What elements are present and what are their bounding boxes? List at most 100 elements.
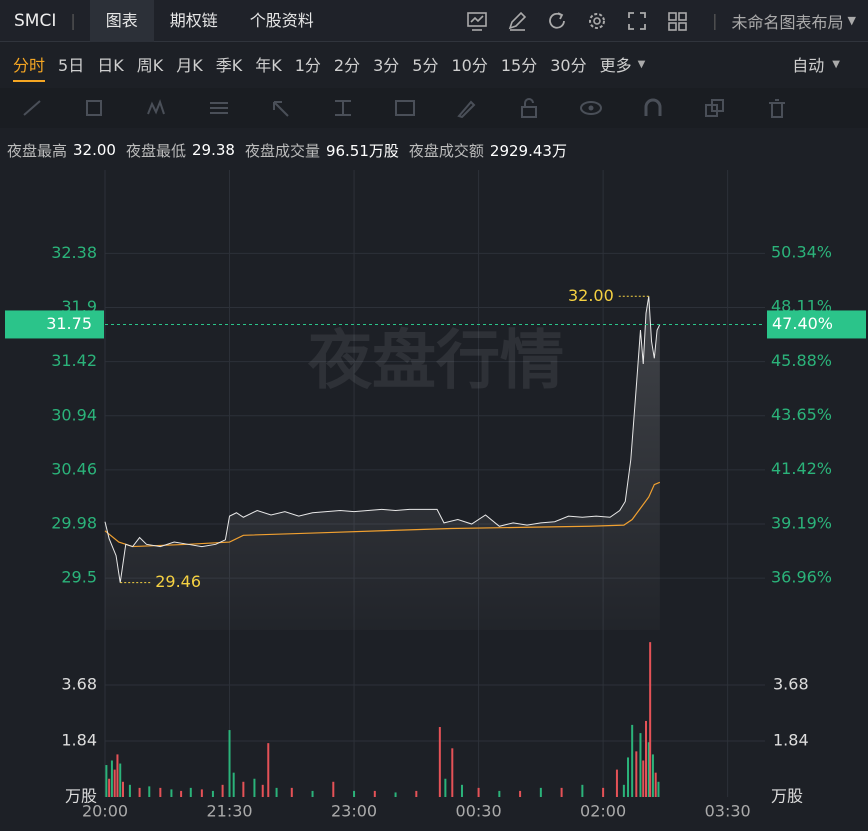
info-value: 32.00 — [73, 141, 116, 159]
tool-arrow[interactable] — [270, 98, 298, 118]
separator: | — [712, 11, 718, 30]
volume-bar — [622, 784, 625, 797]
x-tick-label: 03:30 — [705, 802, 751, 821]
y-tick-label: 30.46 — [51, 459, 97, 478]
info-label: 夜盘成交量 — [244, 141, 320, 160]
icon-indicator[interactable] — [466, 10, 488, 32]
volume-bar — [116, 754, 119, 797]
y-tick-label: 31.42 — [51, 351, 97, 370]
volume-bar — [647, 742, 650, 797]
tabs: 图表 期权链 个股资料 — [89, 0, 330, 42]
extreme-label: 32.00 — [568, 286, 614, 305]
volume-bar — [200, 789, 203, 797]
tool-layers[interactable] — [704, 98, 732, 118]
tool-lock[interactable] — [518, 98, 546, 118]
volume-bar — [373, 790, 376, 797]
period-tab[interactable]: 季K — [215, 56, 243, 75]
volume-bar — [108, 778, 111, 797]
icon-refresh[interactable] — [546, 10, 568, 32]
icon-settings[interactable] — [586, 10, 608, 32]
period-tab[interactable]: 2分 — [333, 56, 361, 75]
period-tab[interactable]: 年K — [255, 56, 282, 75]
tool-fib[interactable] — [208, 98, 236, 118]
volume-bar — [253, 778, 256, 797]
tool-delete[interactable] — [766, 98, 794, 118]
volume-bar — [654, 772, 657, 797]
period-tab[interactable]: 周K — [136, 56, 164, 75]
tool-eye[interactable] — [580, 98, 608, 118]
last-price-tag — [5, 310, 104, 339]
volume-bar — [639, 733, 642, 797]
info-label: 夜盘最低 — [125, 141, 186, 160]
tab[interactable]: 期权链 — [169, 10, 218, 30]
volume-bar — [138, 787, 141, 797]
volume-bar — [415, 790, 418, 797]
volume-bar — [642, 760, 645, 797]
x-tick-label: 21:30 — [206, 802, 252, 821]
period-tab[interactable]: 月K — [176, 56, 203, 75]
layout-name[interactable]: 未命名图表布局 — [731, 12, 844, 32]
x-tick-label: 02:00 — [580, 802, 626, 821]
y-tick-label: 29.5 — [61, 568, 97, 587]
volume-unit: 万股 — [65, 787, 97, 806]
period-tab[interactable]: 1分 — [294, 56, 321, 75]
symbol: SMCI — [14, 10, 57, 31]
period-bar: 分时 5日 日K 周K 月K 季K 年K 1分 2分 3分 5分 10分 15分 30分 更多 ▼ 自动 ▼ — [0, 44, 868, 84]
icon-edit[interactable] — [506, 10, 528, 32]
volume-bar — [635, 751, 638, 797]
mode[interactable]: 自动 — [792, 56, 825, 75]
period-tab[interactable]: 5日 — [58, 56, 85, 75]
info-value: 2929.43万 — [489, 141, 567, 160]
volume-bar — [539, 787, 542, 797]
volume-bar — [170, 789, 173, 797]
average-line — [104, 481, 661, 548]
last-price-label: 31.75 — [46, 314, 92, 333]
volume-bar — [267, 743, 270, 797]
caret: ▼ — [847, 14, 856, 27]
separator: | — [70, 11, 76, 30]
volume-bar — [275, 787, 278, 797]
tool-line[interactable] — [22, 98, 50, 118]
volume-bar — [232, 772, 235, 797]
volume-bar — [394, 792, 397, 797]
tab[interactable]: 个股资料 — [249, 10, 314, 30]
y2-tick-label: 41.42% — [771, 459, 832, 478]
y2-tick-label: 36.96% — [771, 568, 832, 587]
tool-brush[interactable] — [456, 98, 484, 118]
x-tick-label: 20:00 — [82, 802, 128, 821]
volume-tick-label: 3.68 — [773, 675, 809, 694]
icon-layout[interactable] — [666, 10, 688, 32]
volume-bar — [242, 781, 245, 797]
tool-magnet[interactable] — [642, 98, 670, 118]
volume-bar — [651, 754, 654, 797]
period-tab[interactable]: 5分 — [412, 56, 439, 75]
volume-bar — [560, 787, 563, 797]
volume-bar — [128, 784, 131, 797]
y2-tick-label: 39.19% — [771, 513, 832, 532]
tool-pattern[interactable] — [146, 98, 174, 118]
period-tab[interactable]: 15分 — [500, 56, 538, 75]
extreme-label: 29.46 — [155, 572, 201, 591]
period-tab[interactable]: 3分 — [373, 56, 400, 75]
session-info: 夜盘最高 32.00 夜盘最低 29.38 夜盘成交量 96.51万股 夜盘成交额 2929.… — [0, 138, 868, 162]
volume-tick-label: 1.84 — [61, 731, 97, 750]
tool-measure[interactable] — [332, 98, 360, 118]
period-tab[interactable]: 30分 — [550, 56, 587, 75]
volume-bar — [110, 760, 113, 797]
last-pct-label: 47.40% — [772, 314, 833, 333]
period-tab[interactable]: 分时 — [13, 52, 46, 82]
tab[interactable]: 图表 — [89, 0, 154, 42]
period-tab[interactable]: 日K — [97, 56, 124, 75]
tool-rect[interactable] — [84, 98, 112, 118]
volume-bar — [211, 790, 214, 797]
info-value: 29.38 — [191, 141, 235, 159]
tool-text[interactable] — [394, 98, 422, 118]
volume-bar — [477, 787, 480, 797]
icon-fullscreen[interactable] — [626, 10, 648, 32]
volume-bar — [444, 778, 447, 797]
period-tab[interactable]: 更多 — [599, 56, 632, 75]
volume-bar — [627, 757, 630, 797]
period-tab[interactable]: 10分 — [451, 56, 488, 75]
volume-unit: 万股 — [771, 787, 803, 806]
